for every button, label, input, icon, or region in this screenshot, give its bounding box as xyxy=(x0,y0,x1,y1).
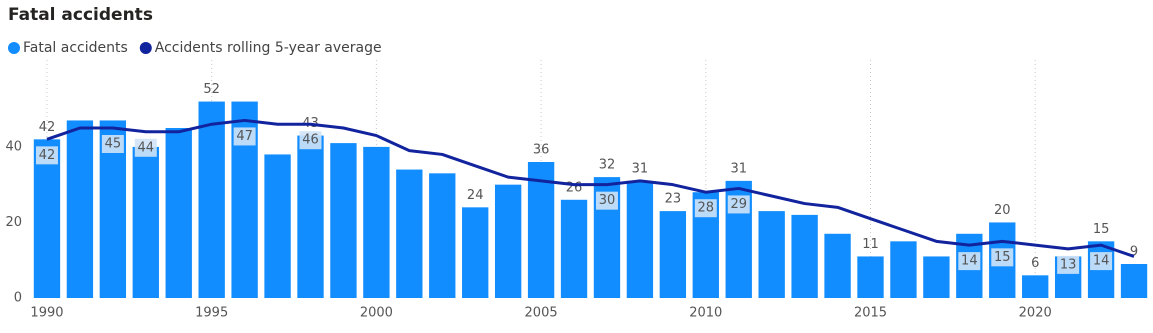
legend-label: Fatal accidents xyxy=(23,40,128,56)
data-label: 14 xyxy=(961,254,978,269)
y-tick-label: 40 xyxy=(5,139,22,154)
data-label: 32 xyxy=(599,158,616,173)
bar xyxy=(198,101,225,298)
data-label: 20 xyxy=(994,203,1011,218)
bar xyxy=(33,139,61,298)
bar xyxy=(1120,264,1148,298)
bar xyxy=(494,184,522,298)
line xyxy=(46,118,1135,258)
label-box xyxy=(299,131,322,150)
label-box xyxy=(958,252,981,271)
x-tick-label: 2010 xyxy=(689,306,722,321)
bar xyxy=(66,120,94,298)
x-tick-label: 1995 xyxy=(195,306,228,321)
data-label: 24 xyxy=(467,188,484,203)
label-box xyxy=(101,135,124,153)
data-label: 52 xyxy=(203,82,220,97)
data-label: 6 xyxy=(1031,256,1039,271)
bar xyxy=(132,146,159,298)
x-tick-label: 2020 xyxy=(1019,306,1052,321)
bar xyxy=(297,135,324,298)
data-label: 29 xyxy=(730,197,747,212)
data-label: 9 xyxy=(1130,245,1138,260)
data-label: 44 xyxy=(138,140,155,155)
bar xyxy=(527,162,555,298)
y-tick-label: 20 xyxy=(5,215,22,230)
bar xyxy=(429,173,456,298)
label-box xyxy=(134,138,157,157)
data-label: 15 xyxy=(1093,222,1110,237)
data-label: 42 xyxy=(39,148,56,163)
bar xyxy=(626,180,654,298)
bar xyxy=(264,154,291,298)
label-box xyxy=(233,127,256,146)
label-box xyxy=(1057,255,1080,274)
data-label: 47 xyxy=(236,129,253,144)
chart-title: Fatal accidents xyxy=(8,5,153,25)
data-label: 23 xyxy=(665,192,682,207)
label-box xyxy=(727,195,750,214)
bar xyxy=(890,241,917,298)
bar xyxy=(363,146,390,298)
bar xyxy=(923,256,950,298)
data-label: 36 xyxy=(533,143,550,158)
legend-label: Accidents rolling 5-year average xyxy=(155,40,382,56)
bar xyxy=(165,128,192,298)
data-label: 30 xyxy=(599,193,616,208)
data-label: 11 xyxy=(862,237,879,252)
y-tick-label: 0 xyxy=(14,291,22,306)
x-tick-label: 2000 xyxy=(360,306,393,321)
bar xyxy=(1022,275,1049,298)
bar xyxy=(857,256,884,298)
legend-marker xyxy=(139,42,152,54)
bar xyxy=(791,214,818,298)
data-label: 45 xyxy=(105,137,122,152)
data-label: 42 xyxy=(39,120,56,135)
bar xyxy=(396,169,423,298)
data-label: 14 xyxy=(1093,254,1110,269)
bar xyxy=(560,199,588,298)
bar xyxy=(330,143,357,298)
bar xyxy=(659,211,687,298)
data-label: 15 xyxy=(994,250,1011,265)
data-label: 46 xyxy=(302,133,319,148)
legend-marker xyxy=(8,42,20,54)
x-tick-label: 2015 xyxy=(854,306,887,321)
label-box xyxy=(1090,252,1113,271)
bar xyxy=(824,233,851,298)
label-box xyxy=(35,146,58,165)
data-label: 28 xyxy=(698,201,715,216)
data-label: 13 xyxy=(1060,257,1077,272)
x-tick-label: 2005 xyxy=(525,306,558,321)
bar xyxy=(462,207,489,298)
data-label: 31 xyxy=(632,161,649,176)
x-tick-label: 1990 xyxy=(30,306,63,321)
label-box xyxy=(991,248,1014,267)
label-box xyxy=(694,199,717,218)
label-box xyxy=(595,191,618,210)
data-label: 31 xyxy=(730,161,747,176)
bar xyxy=(758,211,785,298)
